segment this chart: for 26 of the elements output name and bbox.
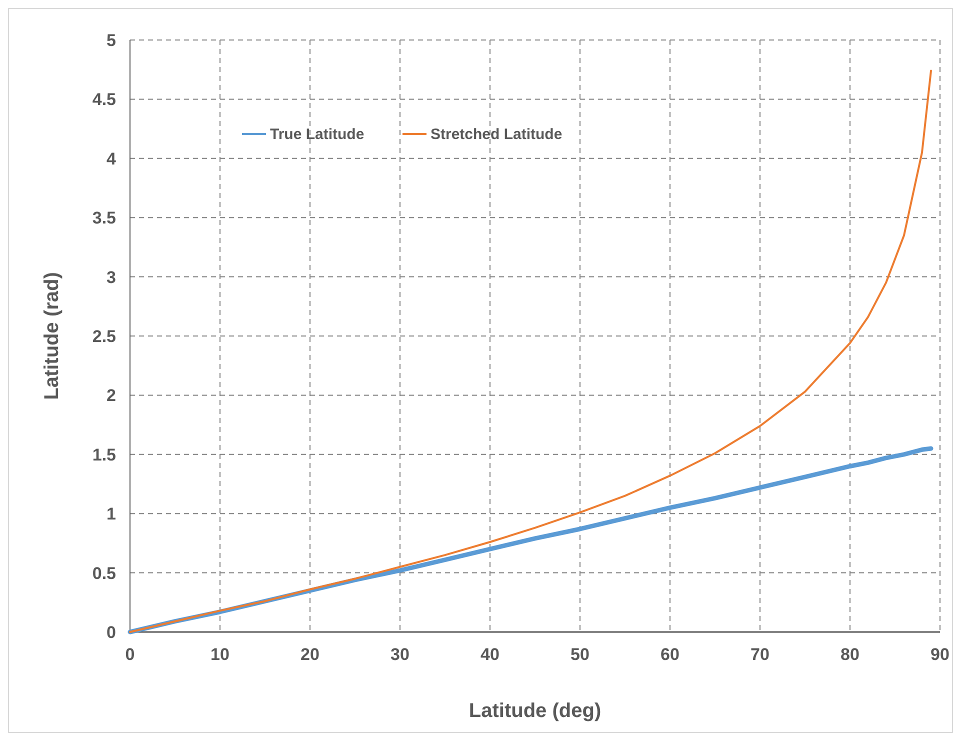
x-tick-label: 60	[660, 645, 680, 664]
legend-label: True Latitude	[270, 126, 364, 143]
y-axis-title: Latitude (rad)	[41, 272, 63, 400]
legend-label: Stretched Latitude	[430, 126, 562, 143]
x-tick-label: 10	[210, 645, 230, 664]
y-tick-label: 1	[106, 504, 116, 524]
y-tick-label: 4.5	[92, 90, 116, 110]
x-tick-label: 80	[840, 645, 860, 664]
y-tick-label: 2.5	[92, 327, 116, 346]
y-tick-label: 5	[106, 31, 116, 50]
x-tick-label: 40	[480, 645, 500, 664]
x-tick-label: 30	[390, 645, 410, 664]
y-tick-label: 0.5	[92, 564, 116, 583]
x-tick-label: 70	[750, 645, 770, 664]
x-tick-label: 90	[930, 645, 950, 664]
y-tick-label: 0	[106, 623, 116, 642]
line-series	[129, 70, 932, 633]
x-axis-title: Latitude (deg)	[468, 700, 602, 722]
y-tick-label: 4	[106, 149, 117, 168]
x-tick-label: 50	[570, 645, 590, 664]
y-tick-label: 3	[106, 268, 116, 287]
x-tick-label: 20	[300, 645, 320, 664]
y-tick-label: 3.5	[92, 208, 116, 228]
x-tick-label: 0	[125, 645, 135, 664]
y-tick-label: 2	[106, 386, 116, 406]
y-tick-label: 1.5	[92, 445, 116, 464]
